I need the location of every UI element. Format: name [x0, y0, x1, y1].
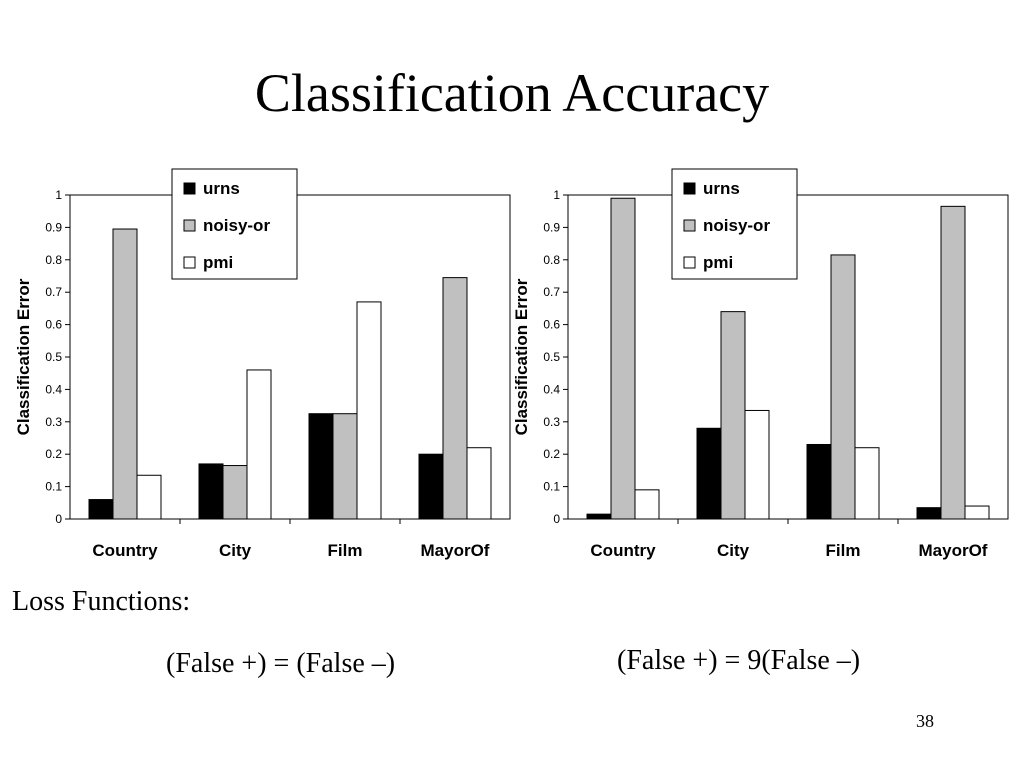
category-label: Film: [328, 541, 363, 560]
bar-noisy-or: [112, 228, 138, 520]
y-tick-label: 1: [553, 188, 560, 202]
y-tick-label: 0: [553, 512, 560, 526]
y-tick-label: 1: [55, 188, 62, 202]
y-tick-label: 0.1: [45, 480, 62, 494]
y-tick-label: 0.2: [45, 447, 62, 461]
bar-noisy-or: [610, 197, 636, 520]
bar-pmi: [744, 409, 770, 520]
legend-label-pmi: pmi: [203, 253, 233, 272]
bar-noisy-or: [222, 465, 248, 520]
legend-label-noisy-or: noisy-or: [703, 216, 770, 235]
category-label: Film: [826, 541, 861, 560]
category-label: MayorOf: [421, 541, 490, 560]
y-tick-label: 0.1: [543, 480, 560, 494]
y-tick-label: 0.4: [543, 382, 560, 396]
y-tick-label: 0.8: [45, 253, 62, 267]
loss-function-weighted: (False +) = 9(False –): [617, 645, 861, 676]
bar-pmi: [246, 369, 272, 520]
category-label: City: [219, 541, 252, 560]
legend-swatch-urns: [183, 182, 196, 195]
page-number: 38: [916, 711, 934, 731]
bar-urns: [696, 427, 722, 520]
bar-noisy-or: [830, 254, 856, 520]
legend-swatch-pmi: [683, 256, 696, 269]
y-tick-label: 0: [55, 512, 62, 526]
bar-urns: [308, 413, 334, 520]
bar-urns: [586, 513, 612, 520]
y-tick-label: 0.3: [45, 415, 62, 429]
bar-pmi: [466, 447, 492, 520]
bar-noisy-or: [332, 413, 358, 520]
legend-label-pmi: pmi: [703, 253, 733, 272]
y-tick-label: 0.6: [45, 318, 62, 332]
y-tick-label: 0.5: [45, 350, 62, 364]
y-tick-label: 0.3: [543, 415, 560, 429]
y-tick-label: 0.5: [543, 350, 560, 364]
legend-label-urns: urns: [203, 179, 240, 198]
bar-urns: [198, 463, 224, 520]
y-tick-label: 0.7: [45, 285, 62, 299]
bar-noisy-or: [442, 277, 468, 520]
slide-title: Classification Accuracy: [254, 63, 770, 123]
loss-function-equal: (False +) = (False –): [166, 648, 396, 679]
category-label: Country: [590, 541, 656, 560]
bar-urns: [806, 443, 832, 520]
bar-pmi: [964, 505, 990, 520]
category-label: Country: [92, 541, 158, 560]
bar-pmi: [136, 474, 162, 520]
category-label: MayorOf: [919, 541, 988, 560]
bar-pmi: [356, 301, 382, 520]
bar-noisy-or: [940, 205, 966, 520]
y-axis-title: Classification Error: [14, 278, 33, 435]
loss-functions-heading: Loss Functions:: [12, 586, 191, 617]
bar-urns: [418, 453, 444, 520]
bar-noisy-or: [720, 311, 746, 520]
bar-pmi: [854, 447, 880, 520]
bar-chart-right: 0 0.1 0.2 0.3 0.4 0.5 0.6 0.7 0.8 0.9 1 Classificat…: [512, 168, 1009, 560]
y-tick-label: 0.6: [543, 318, 560, 332]
legend-swatch-noisy-or: [683, 219, 696, 232]
bar-urns: [916, 507, 942, 520]
y-tick-label: 0.7: [543, 285, 560, 299]
legend-swatch-urns: [683, 182, 696, 195]
legend-label-noisy-or: noisy-or: [203, 216, 270, 235]
legend-swatch-pmi: [183, 256, 196, 269]
legend-swatch-noisy-or: [183, 219, 196, 232]
y-tick-label: 0.9: [543, 220, 560, 234]
y-tick-label: 0.2: [543, 447, 560, 461]
y-tick-label: 0.8: [543, 253, 560, 267]
category-label: City: [717, 541, 750, 560]
bar-chart-left: 0 0.1 0.2 0.3 0.4 0.5 0.6 0.7 0.8 0.9 1 Classificat…: [14, 168, 511, 560]
y-axis-title: Classification Error: [512, 278, 531, 435]
y-tick-label: 0.4: [45, 382, 62, 396]
legend-label-urns: urns: [703, 179, 740, 198]
bar-pmi: [634, 489, 660, 520]
y-tick-label: 0.9: [45, 220, 62, 234]
